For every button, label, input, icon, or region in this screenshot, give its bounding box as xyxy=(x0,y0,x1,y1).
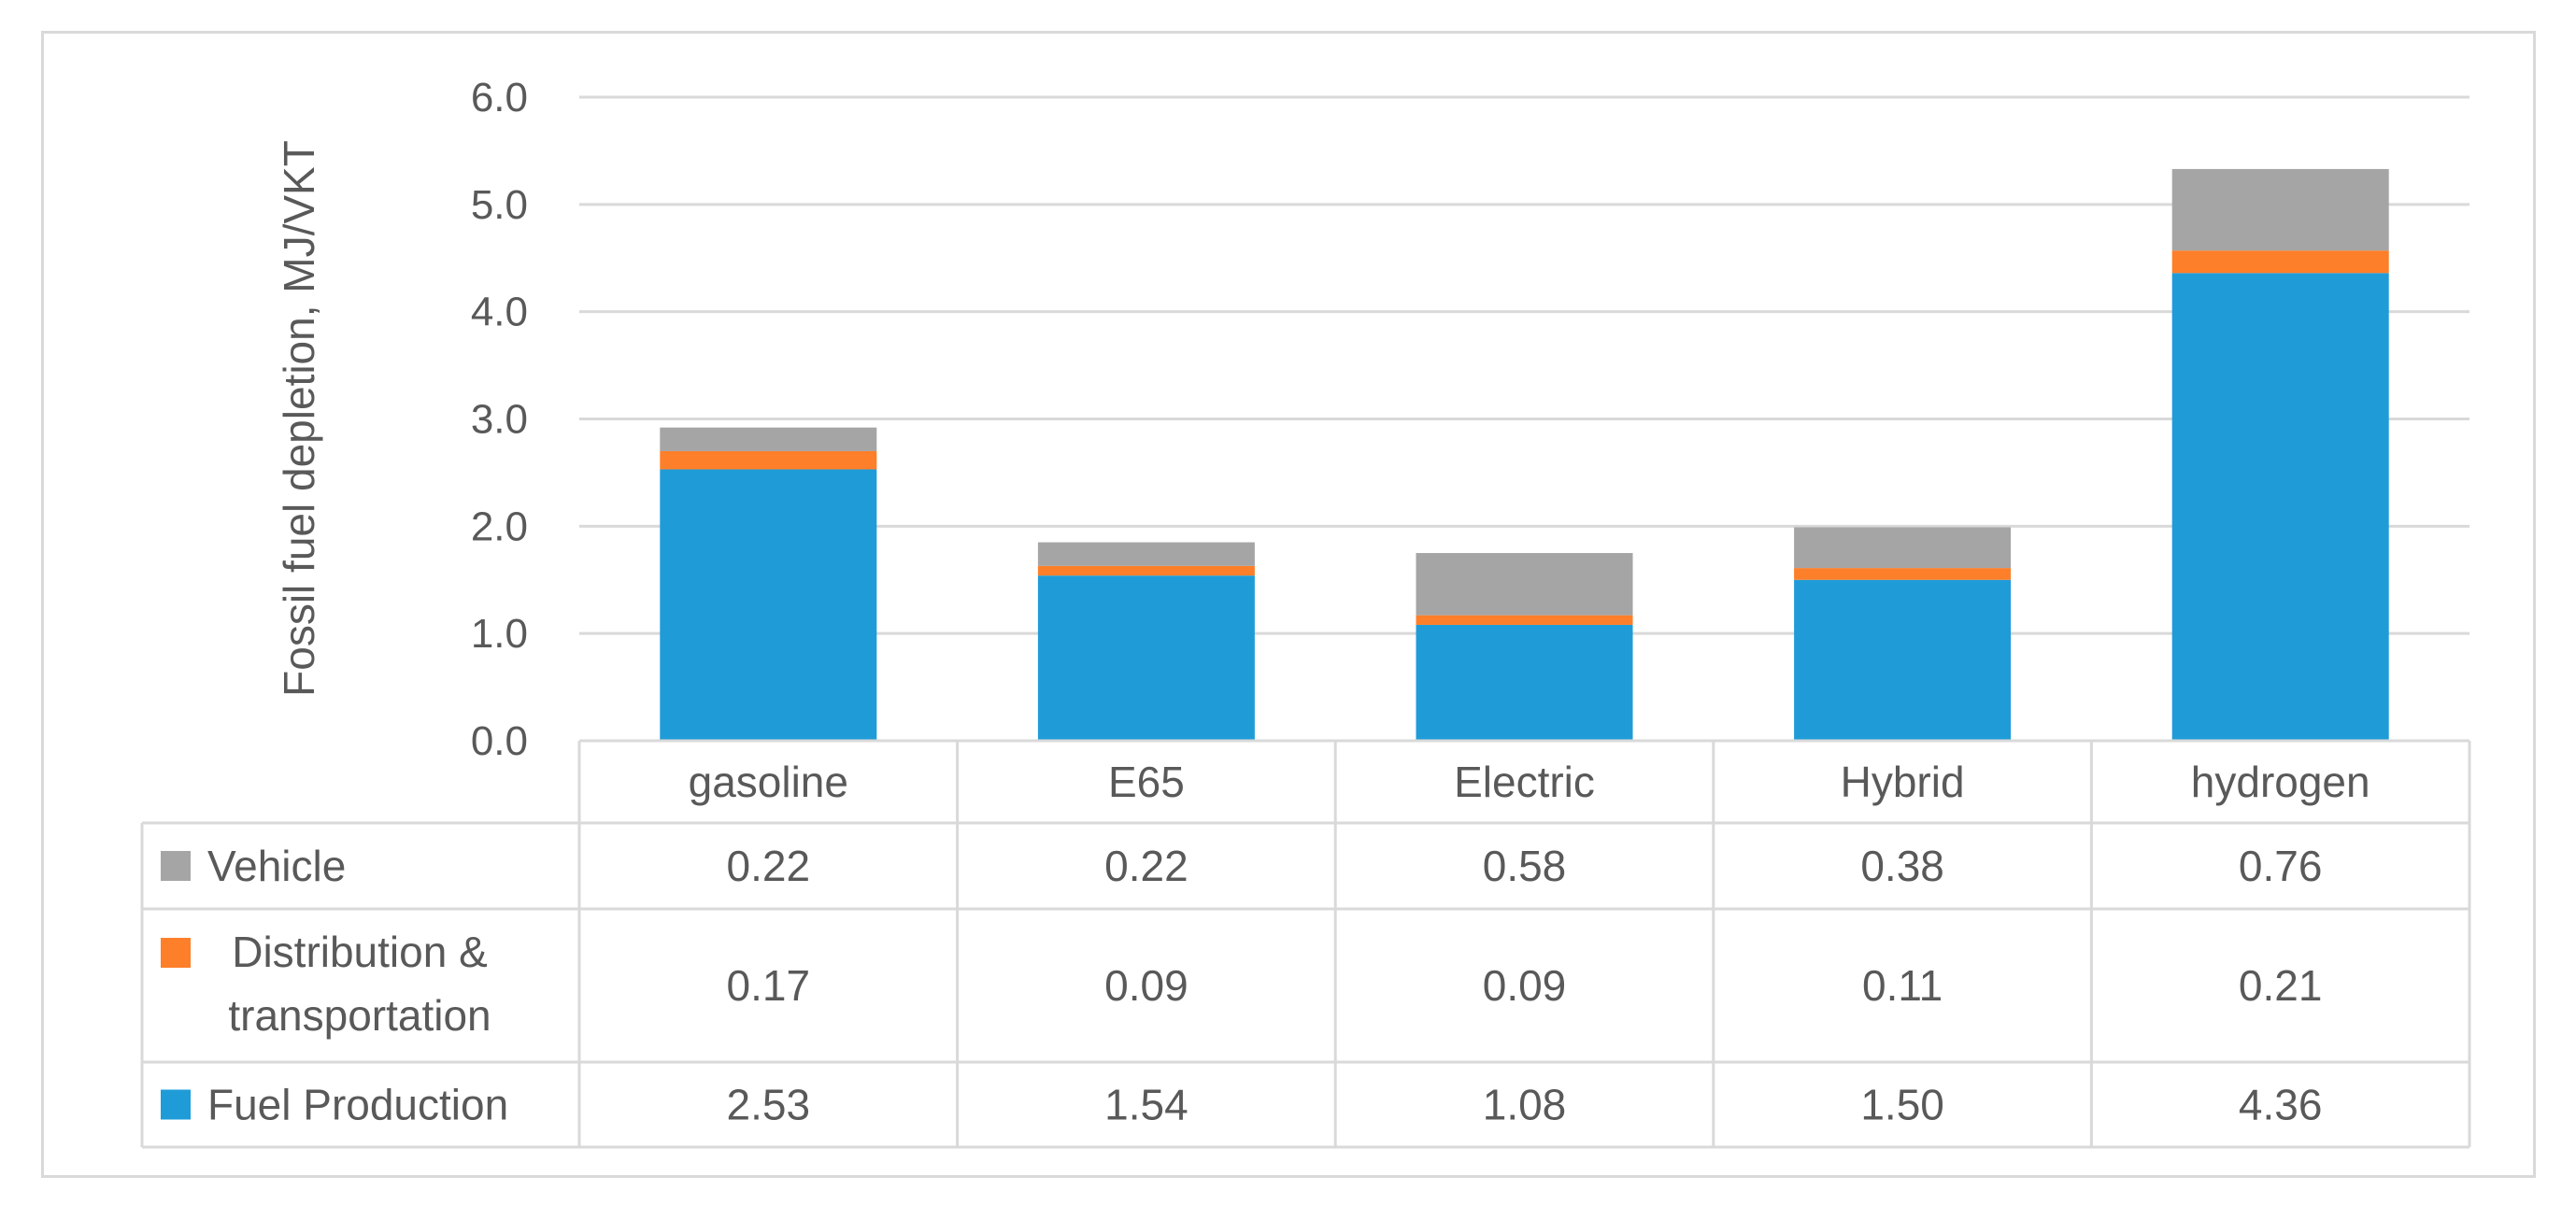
bar-segment xyxy=(1416,553,1633,616)
bar-segment xyxy=(660,450,877,470)
table-value: 1.54 xyxy=(1104,1081,1188,1129)
table-value: 0.11 xyxy=(1862,961,1943,1010)
y-tick-label: 6.0 xyxy=(471,75,528,120)
bar-segment xyxy=(1794,568,2012,580)
bar-segment xyxy=(1416,624,1633,741)
table-value: 0.58 xyxy=(1483,842,1567,890)
legend-key xyxy=(161,1089,191,1120)
legend-key xyxy=(161,938,191,968)
table-value: 0.38 xyxy=(1860,842,1944,890)
bars xyxy=(660,168,2389,741)
y-tick-label: 4.0 xyxy=(471,290,528,335)
y-tick-label: 1.0 xyxy=(471,611,528,657)
data-table: gasoline E65 Electric Hybrid hydrogen Vehicle… xyxy=(140,739,2471,1149)
x-tick-label: Electric xyxy=(1454,758,1595,806)
x-tick-label: hydrogen xyxy=(2191,758,2370,806)
table-value: 0.21 xyxy=(2239,961,2323,1010)
table-value: 2.53 xyxy=(727,1081,811,1129)
table-value: 4.36 xyxy=(2239,1081,2323,1129)
y-axis-label: Fossil fuel depletion, MJ/VKT xyxy=(275,140,323,697)
y-tick-label: 0.0 xyxy=(471,718,528,764)
bar-segment xyxy=(1794,527,2012,569)
gridlines xyxy=(579,95,2469,635)
y-tick-label: 3.0 xyxy=(471,397,528,443)
table-value: 0.09 xyxy=(1483,961,1567,1010)
table-value: 0.76 xyxy=(2239,842,2323,890)
x-tick-label: gasoline xyxy=(689,758,848,806)
bar-segment xyxy=(1794,579,2012,741)
bar-segment xyxy=(1037,542,1255,566)
legend-label: Distribution & transportation xyxy=(228,928,491,1040)
table-value: 0.17 xyxy=(727,961,811,1010)
chart-frame xyxy=(41,31,2536,1178)
bar-segment xyxy=(1416,615,1633,625)
bar-segment xyxy=(660,469,877,741)
legend-label: Vehicle xyxy=(207,842,346,890)
x-tick-label: Hybrid xyxy=(1841,758,1965,806)
y-tick-label: 2.0 xyxy=(471,503,528,549)
legend-key xyxy=(161,851,191,881)
legend-label: Fuel Production xyxy=(207,1081,508,1129)
bar-segment xyxy=(660,427,877,451)
bar-segment xyxy=(2171,273,2389,741)
bar-segment xyxy=(2171,168,2389,251)
y-tick-label: 5.0 xyxy=(471,182,528,228)
x-tick-label: E65 xyxy=(1108,758,1185,806)
y-axis-ticks: 0.0 1.0 2.0 3.0 4.0 5.0 6.0 xyxy=(471,75,528,764)
table-value: 1.08 xyxy=(1483,1081,1567,1129)
table-value: 1.50 xyxy=(1860,1081,1944,1129)
table-value: 0.22 xyxy=(1104,842,1188,890)
table-value: 0.09 xyxy=(1104,961,1188,1010)
bar-segment xyxy=(1037,575,1255,741)
table-value: 0.22 xyxy=(727,842,811,890)
bar-segment xyxy=(1037,565,1255,576)
bar-segment xyxy=(2171,250,2389,274)
